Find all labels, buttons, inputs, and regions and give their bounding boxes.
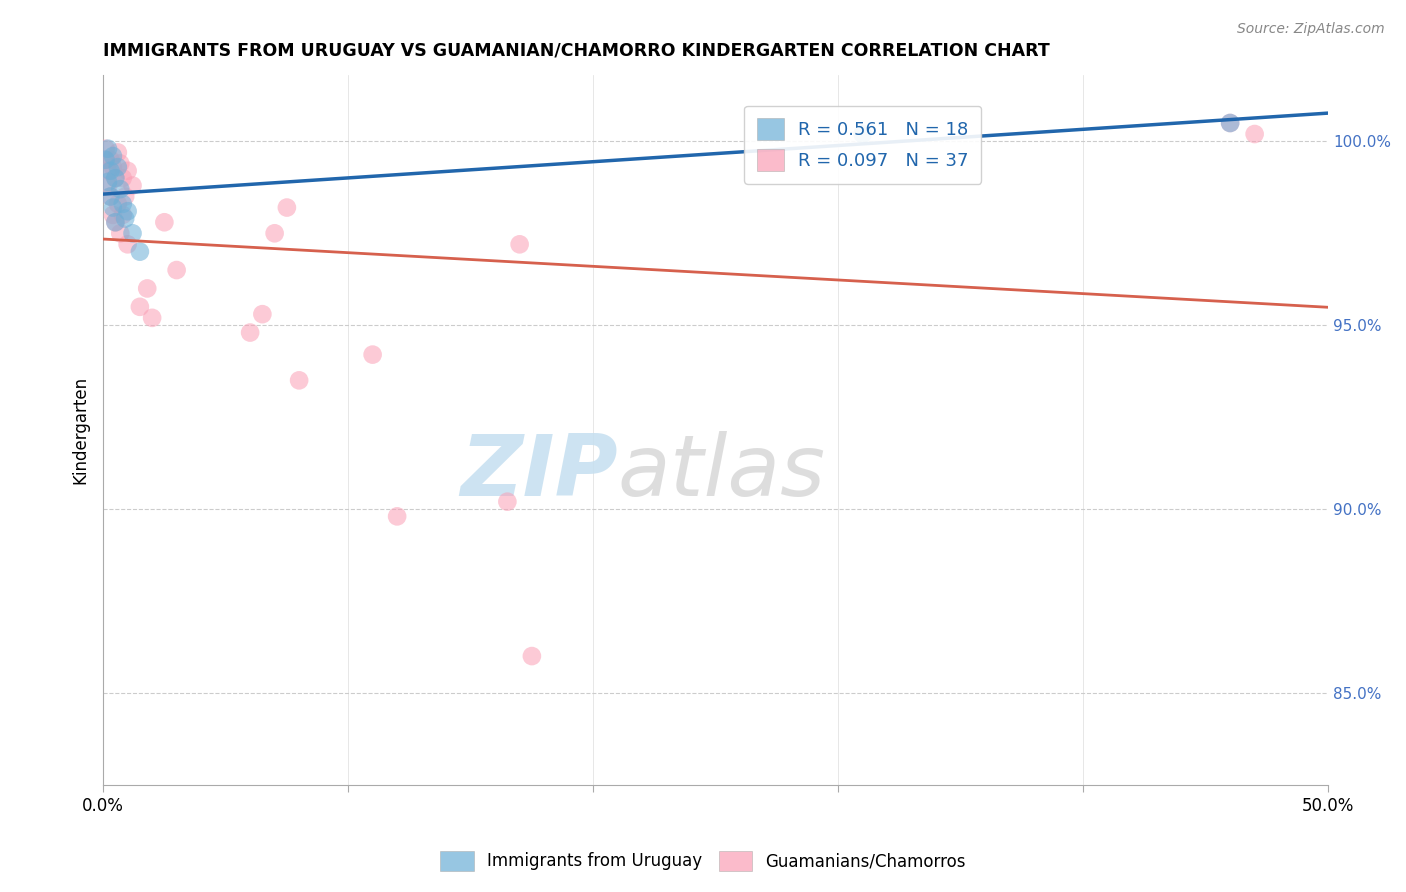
Point (97, 178, 120, 193)
Point (121, 178, 143, 193)
Point (111, 208, 134, 222)
Point (852, 127, 875, 141)
Point (276, 201, 298, 215)
Point (94, 153, 117, 167)
Point (136, 281, 159, 295)
Point (101, 149, 124, 163)
Point (263, 227, 285, 241)
Point (101, 208, 124, 222)
Point (141, 310, 163, 325)
Point (97, 175, 120, 189)
Point (361, 348, 384, 362)
Point (114, 211, 136, 226)
Point (111, 197, 134, 211)
Point (100, 189, 122, 203)
Text: atlas: atlas (617, 431, 825, 514)
Point (107, 160, 129, 174)
Point (166, 263, 188, 277)
Point (104, 171, 127, 186)
Point (239, 326, 262, 340)
Point (117, 163, 139, 178)
Point (385, 509, 408, 524)
Point (104, 171, 127, 186)
Point (509, 237, 531, 252)
Point (107, 197, 129, 211)
Point (101, 160, 124, 174)
Point (128, 244, 150, 259)
Point (117, 237, 139, 252)
Point (110, 156, 132, 170)
Point (101, 201, 124, 215)
Point (94, 142, 117, 156)
Point (1243, 127, 1265, 141)
Point (520, 649, 543, 664)
Point (100, 189, 122, 203)
Point (110, 182, 132, 196)
Point (100, 163, 122, 178)
Point (100, 153, 122, 167)
Point (114, 189, 136, 203)
Point (1219, 116, 1241, 130)
Point (110, 227, 132, 241)
Point (97, 142, 120, 156)
Point (107, 145, 129, 160)
Point (97, 163, 120, 178)
Text: Source: ZipAtlas.com: Source: ZipAtlas.com (1237, 22, 1385, 37)
Legend: R = 0.561   N = 18, R = 0.097   N = 37: R = 0.561 N = 18, R = 0.097 N = 37 (744, 105, 981, 184)
Point (121, 227, 143, 241)
Text: IMMIGRANTS FROM URUGUAY VS GUAMANIAN/CHAMORRO KINDERGARTEN CORRELATION CHART: IMMIGRANTS FROM URUGUAY VS GUAMANIAN/CHA… (103, 42, 1050, 60)
Point (153, 215, 176, 229)
Point (496, 494, 519, 508)
Point (288, 373, 311, 387)
Point (104, 215, 127, 229)
Point (94, 153, 117, 167)
Point (1219, 116, 1241, 130)
Legend: Immigrants from Uruguay, Guamanians/Chamorros: Immigrants from Uruguay, Guamanians/Cham… (432, 842, 974, 880)
Point (111, 171, 134, 186)
Text: ZIP: ZIP (460, 431, 617, 514)
Point (252, 307, 274, 321)
Point (117, 204, 139, 219)
Y-axis label: Kindergarten: Kindergarten (72, 376, 89, 484)
Point (104, 215, 127, 229)
Point (128, 300, 150, 314)
